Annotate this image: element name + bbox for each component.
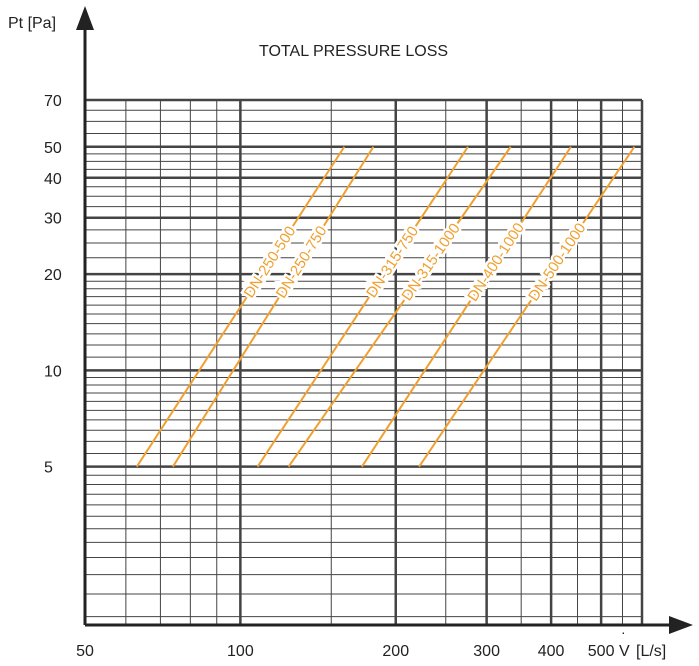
series-label: DN-400-1000 bbox=[464, 220, 528, 305]
x-tick-label: 400 bbox=[538, 643, 565, 660]
series-line bbox=[256, 146, 469, 468]
x-tick-label: 100 bbox=[227, 643, 254, 660]
major-grid bbox=[83, 98, 644, 627]
y-axis-arrow-icon bbox=[76, 6, 94, 30]
x-tick-label: 300 bbox=[473, 643, 500, 660]
x-axis-arrow-icon bbox=[669, 616, 693, 634]
y-axis-label: Pt [Pa] bbox=[8, 15, 56, 32]
series-line bbox=[135, 146, 346, 468]
x-tick-label: 50 bbox=[76, 643, 94, 660]
chart-title: TOTAL PRESSURE LOSS bbox=[259, 43, 448, 60]
y-tick-label: 20 bbox=[44, 267, 62, 284]
x-tick-label: 200 bbox=[382, 643, 409, 660]
series-line bbox=[418, 146, 636, 468]
series-line bbox=[287, 146, 512, 468]
x-tick-labels: 50 100 200 300 400 500 bbox=[76, 643, 614, 660]
minor-grid bbox=[85, 100, 642, 625]
x-axis-unit: [L/s] bbox=[636, 643, 666, 660]
y-tick-label: 50 bbox=[44, 140, 62, 157]
series-label: DN-500-1000 bbox=[525, 220, 589, 304]
x-axis-symbol: V bbox=[619, 643, 630, 660]
y-tick-label: 5 bbox=[44, 460, 53, 477]
series-line bbox=[172, 146, 375, 468]
series-lines bbox=[135, 146, 636, 468]
x-tick-label: 500 bbox=[588, 643, 615, 660]
y-tick-label: 10 bbox=[44, 363, 62, 380]
y-tick-label: 40 bbox=[44, 171, 62, 188]
y-tick-label: 70 bbox=[44, 93, 62, 110]
y-tick-label: 30 bbox=[44, 211, 62, 228]
series-line bbox=[361, 146, 572, 468]
y-tick-labels: 5 10 20 30 40 50 70 bbox=[44, 93, 62, 477]
x-axis-symbol-dot: · bbox=[621, 624, 626, 640]
